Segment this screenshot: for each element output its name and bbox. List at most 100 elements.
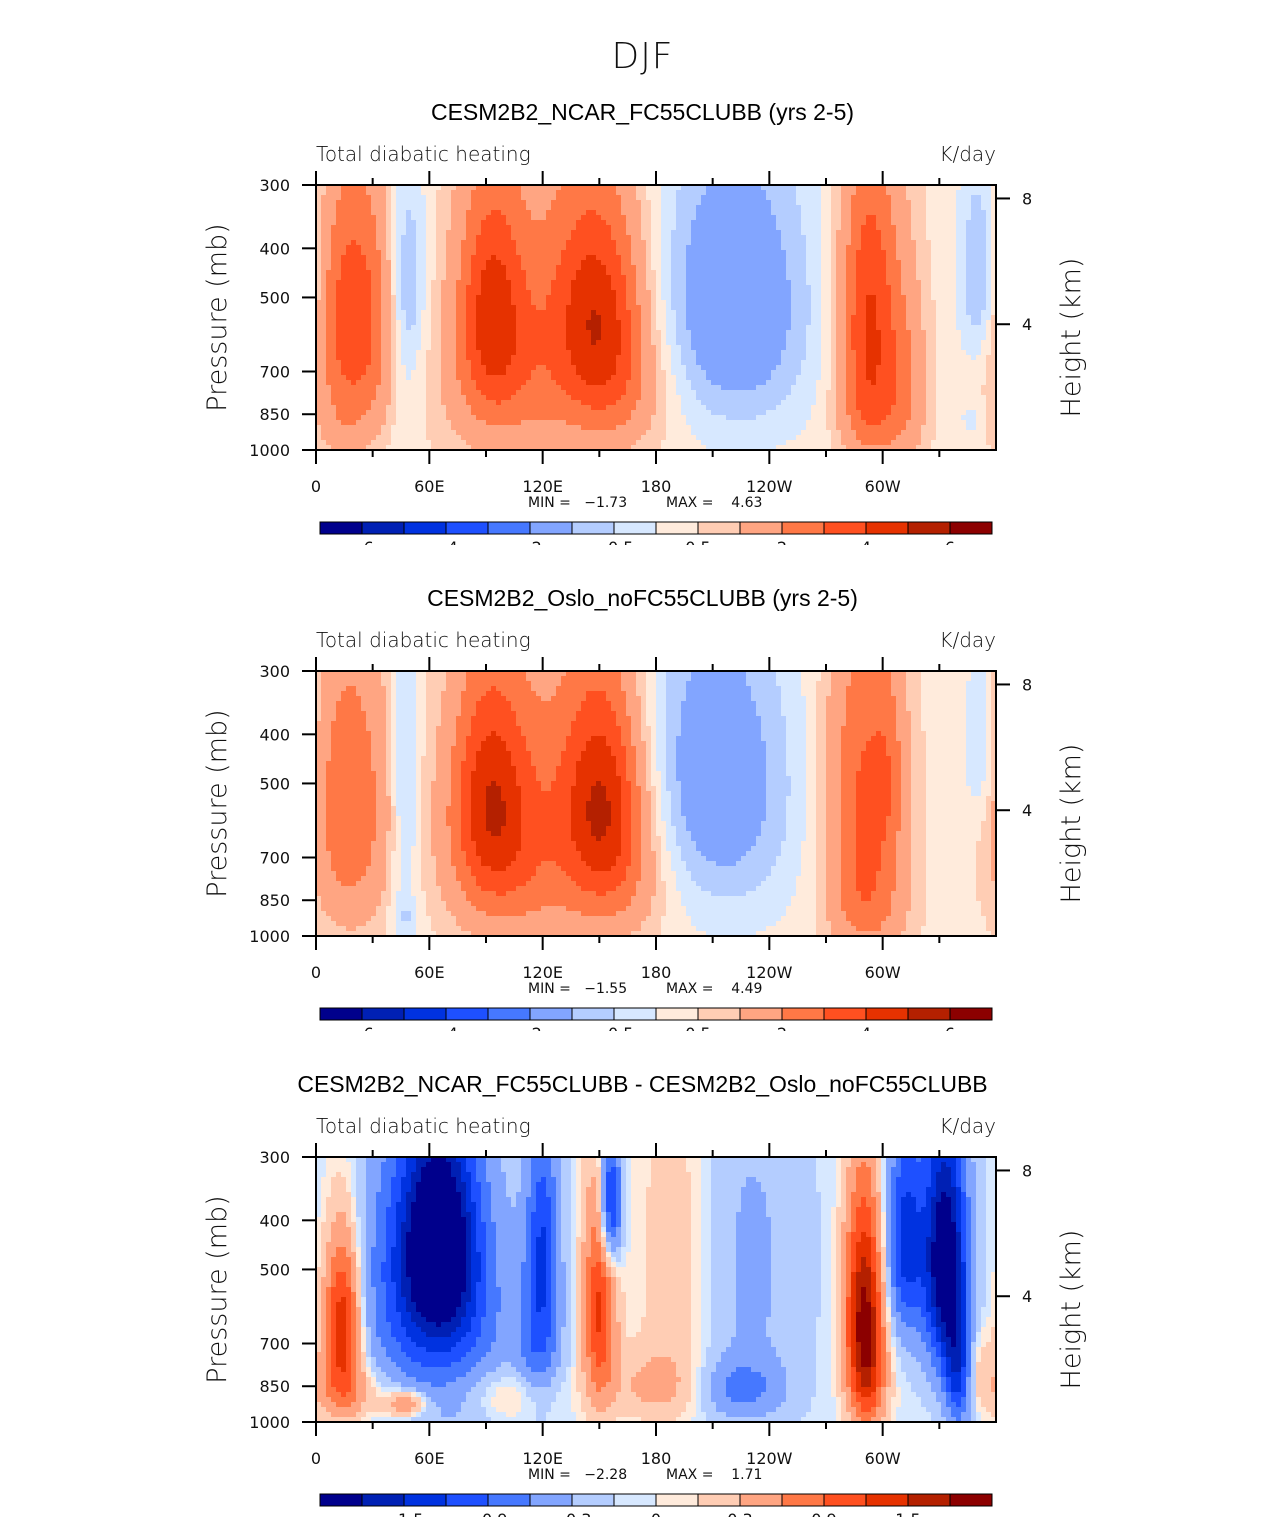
contour-cell xyxy=(456,305,462,311)
contour-cell xyxy=(836,345,842,351)
contour-cell xyxy=(761,190,767,196)
contour-cell xyxy=(626,195,632,201)
contour-cell xyxy=(856,205,862,211)
contour-cell xyxy=(566,335,572,341)
contour-cell xyxy=(816,235,822,241)
contour-cell xyxy=(341,245,347,251)
contour-cell xyxy=(321,275,327,281)
contour-cell xyxy=(421,205,427,211)
contour-cell xyxy=(866,225,872,231)
contour-cell xyxy=(946,225,952,231)
contour-cell xyxy=(936,335,942,341)
contour-cell xyxy=(551,215,557,221)
contour-cell xyxy=(406,240,412,246)
contour-cell xyxy=(371,220,377,226)
contour-cell xyxy=(986,315,992,321)
contour-cell xyxy=(576,335,582,341)
contour-cell xyxy=(391,275,397,281)
contour-cell xyxy=(936,235,942,241)
contour-cell xyxy=(621,235,627,241)
contour-cell xyxy=(696,235,702,241)
contour-cell xyxy=(776,335,782,341)
contour-cell xyxy=(761,345,767,351)
contour-cell xyxy=(861,225,867,231)
contour-cell xyxy=(531,275,537,281)
contour-cell xyxy=(366,360,372,366)
contour-cell xyxy=(371,310,377,316)
contour-cell xyxy=(316,285,322,291)
contour-cell xyxy=(666,345,672,351)
contour-cell xyxy=(921,330,927,336)
contour-cell xyxy=(631,245,637,251)
contour-cell xyxy=(446,355,452,361)
contour-cell xyxy=(791,245,797,251)
contour-cell xyxy=(851,265,857,271)
contour-cell xyxy=(951,190,957,196)
contour-cell xyxy=(351,255,357,261)
contour-cell xyxy=(821,325,827,331)
contour-cell xyxy=(846,305,852,311)
contour-cell xyxy=(781,355,787,361)
contour-cell xyxy=(661,365,667,371)
contour-cell xyxy=(416,195,422,201)
contour-cell xyxy=(896,220,902,226)
contour-cell xyxy=(596,315,602,321)
contour-cell xyxy=(541,285,547,291)
contour-cell xyxy=(446,290,452,296)
contour-cell xyxy=(331,250,337,256)
contour-cell xyxy=(956,270,962,276)
contour-cell xyxy=(361,315,367,321)
contour-cell xyxy=(771,285,777,291)
contour-cell xyxy=(526,335,532,341)
contour-cell xyxy=(876,240,882,246)
contour-cell xyxy=(646,215,652,221)
contour-cell xyxy=(896,350,902,356)
contour-cell xyxy=(646,300,652,306)
contour-cell xyxy=(661,250,667,256)
contour-cell xyxy=(376,185,382,191)
contour-cell xyxy=(681,310,687,316)
contour-cell xyxy=(816,295,822,301)
contour-cell xyxy=(621,365,627,371)
contour-cell xyxy=(881,330,887,336)
contour-cell xyxy=(801,270,807,276)
contour-cell xyxy=(726,210,732,216)
contour-cell xyxy=(776,260,782,266)
contour-cell xyxy=(591,285,597,291)
contour-cell xyxy=(346,225,352,231)
contour-cell xyxy=(561,230,567,236)
contour-cell xyxy=(316,295,322,301)
contour-cell xyxy=(921,250,927,256)
contour-cell xyxy=(481,230,487,236)
contour-cell xyxy=(386,335,392,341)
contour-cell xyxy=(466,205,472,211)
contour-cell xyxy=(556,190,562,196)
contour-cell xyxy=(321,210,327,216)
contour-cell xyxy=(886,260,892,266)
contour-cell xyxy=(986,355,992,361)
contour-cell xyxy=(511,190,517,196)
contour-cell xyxy=(981,330,987,336)
contour-cell xyxy=(601,270,607,276)
contour-cell xyxy=(941,355,947,361)
contour-cell xyxy=(341,280,347,286)
contour-cell xyxy=(816,245,822,251)
contour-cell xyxy=(731,235,737,241)
contour-cell xyxy=(451,265,457,271)
contour-cell xyxy=(506,320,512,326)
contour-cell xyxy=(401,300,407,306)
contour-cell xyxy=(921,210,927,216)
contour-cell xyxy=(861,230,867,236)
contour-cell xyxy=(826,215,832,221)
contour-cell xyxy=(671,360,677,366)
contour-cell xyxy=(561,365,567,371)
contour-cell xyxy=(646,335,652,341)
contour-cell xyxy=(326,230,332,236)
contour-cell xyxy=(641,285,647,291)
contour-cell xyxy=(336,290,342,296)
contour-cell xyxy=(366,270,372,276)
contour-cell xyxy=(716,270,722,276)
contour-cell xyxy=(466,300,472,306)
contour-cell xyxy=(536,335,542,341)
contour-cell xyxy=(891,310,897,316)
